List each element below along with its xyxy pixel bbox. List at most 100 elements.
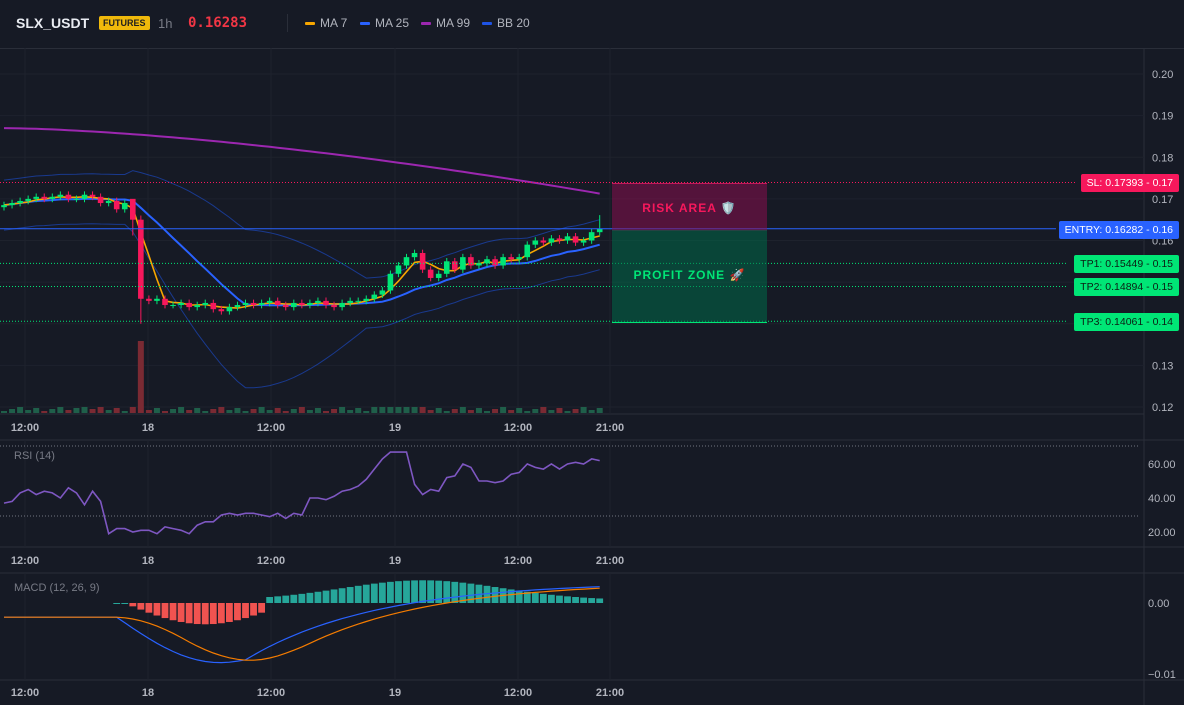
futures-badge: FUTURES (99, 16, 150, 30)
volume-bar (1, 411, 7, 413)
volume-bar (492, 409, 499, 413)
tp2-tag-label: TP2: 0.14894 (1080, 281, 1144, 293)
macd-hist-bar (523, 591, 531, 603)
volume-bar (596, 408, 603, 413)
candle-body (307, 302, 313, 306)
volume-bar (524, 411, 531, 413)
chart-header: SLX_USDT FUTURES 1h 0.16283 MA 7 MA 25 M… (0, 0, 1184, 49)
volume-bar (105, 410, 112, 413)
volume-bar (580, 407, 587, 413)
volume-bar (41, 411, 48, 413)
volume-bar (411, 407, 418, 413)
ma99-swatch (421, 21, 431, 25)
macd-hist-bar (435, 580, 443, 603)
volume-bar (371, 407, 378, 413)
time-tick-label: 12:00 (504, 555, 532, 567)
rsi-tick-label: 60.00 (1148, 459, 1176, 471)
volume-bar (306, 410, 313, 413)
candle-body (299, 302, 305, 306)
tp2-tag[interactable]: TP2: 0.14894 - 0.15 (1074, 278, 1179, 296)
price-tick-label: 0.13 (1152, 360, 1173, 372)
volume-bar (282, 411, 289, 413)
candle-body (218, 309, 225, 312)
macd-hist-bar (580, 597, 587, 603)
price-axis: 0.20 0.19 0.18 0.17 0.16 0.15 0.14 0.13 0.12 (1152, 69, 1173, 414)
candle-body (419, 252, 426, 270)
macd-tick-label: 0.00 (1148, 598, 1169, 610)
volume-bar (170, 409, 177, 413)
candle-body (25, 198, 31, 201)
macd-hist-bar (419, 580, 426, 603)
candle-body (130, 198, 136, 220)
legend-ma25[interactable]: MA 25 (360, 16, 409, 30)
candle-body (162, 298, 168, 306)
legend-bb20[interactable]: BB 20 (482, 16, 530, 30)
candle-body (250, 302, 257, 306)
symbol-name[interactable]: SLX_USDT (16, 15, 90, 31)
risk-area-zone[interactable]: RISK AREA 🛡️ (612, 183, 767, 231)
macd-hist-bar (226, 603, 233, 622)
volume-bar (355, 408, 362, 413)
candlesticks (1, 191, 603, 324)
volume-bar (218, 407, 225, 413)
candle-body (452, 261, 458, 270)
macd-hist-bar (169, 603, 177, 621)
sl-tag-label: SL: 0.17393 (1086, 177, 1144, 189)
time-tick-label: 12:00 (504, 687, 532, 699)
tp3-tag-label: TP3: 0.14061 (1080, 316, 1144, 328)
volume-bar (242, 411, 249, 413)
volume-bar (451, 409, 458, 413)
candle-body (572, 236, 579, 243)
macd-hist-bar (483, 585, 491, 603)
candle-body (435, 273, 442, 278)
candle-body (97, 196, 104, 204)
macd-hist-bar (443, 581, 451, 603)
candle-body (146, 298, 152, 301)
timeframe-selector[interactable]: 1h (158, 16, 173, 31)
legend-ma25-label: MA 25 (375, 16, 410, 30)
volume-bar (500, 407, 507, 413)
volume-bar (443, 411, 450, 413)
volume-bar (548, 410, 555, 413)
volume-bar (298, 407, 305, 413)
volume-bar (387, 407, 394, 413)
legend-ma7[interactable]: MA 7 (305, 16, 347, 30)
bb-upper (3, 170, 600, 279)
volume-bar (395, 407, 402, 413)
time-tick-label: 21:00 (596, 422, 624, 434)
tp3-tag[interactable]: TP3: 0.14061 - 0.14 (1074, 313, 1179, 331)
candle-body (65, 194, 72, 199)
ma25-swatch (360, 21, 370, 25)
volume-bar (49, 409, 56, 413)
candle-body (331, 305, 337, 308)
macd-tick-label: −0.01 (1148, 669, 1176, 681)
tp1-tag[interactable]: TP1: 0.15449 - 0.15 (1074, 255, 1179, 273)
entry-tag[interactable]: ENTRY: 0.16282 - 0.16 (1058, 221, 1179, 239)
volume-bar (9, 409, 16, 413)
header-divider (287, 14, 288, 32)
volume-bar (81, 407, 88, 413)
candle-body (580, 240, 587, 243)
volume-bar (234, 408, 241, 413)
candle-body (226, 307, 233, 312)
macd-hist-bar (411, 580, 418, 603)
profit-zone[interactable]: PROFIT ZONE 🚀 (612, 230, 767, 323)
candle-body (57, 194, 64, 197)
macd-hist-bar (491, 587, 499, 603)
candle-body (468, 257, 474, 266)
candle-body (476, 263, 482, 266)
macd-hist-bar (451, 581, 459, 603)
candle-body (258, 302, 265, 306)
candle-body (588, 232, 595, 241)
price-tick-label: 0.18 (1152, 152, 1173, 164)
price-tick-label: 0.17 (1152, 194, 1173, 206)
sl-tag[interactable]: SL: 0.17393 - 0.17 (1080, 174, 1179, 192)
macd-hist-bar (588, 598, 596, 603)
volume-bar (226, 410, 233, 413)
candle-body (387, 273, 394, 291)
candle-body (49, 196, 56, 199)
macd-hist-bar (113, 603, 121, 604)
macd-hist-bar (427, 580, 435, 603)
legend-ma99[interactable]: MA 99 (421, 16, 470, 30)
